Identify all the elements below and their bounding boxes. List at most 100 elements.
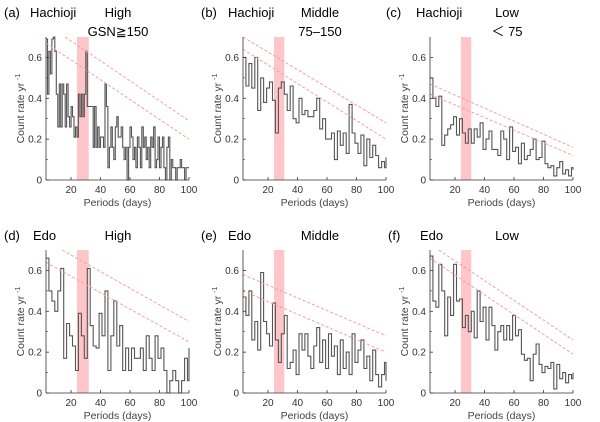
panel-a-ytick-label: 0 bbox=[36, 176, 42, 187]
panel-e-ytick-label: 0.4 bbox=[225, 307, 239, 318]
panel-e-panel-label: (e) bbox=[201, 228, 217, 243]
panel-d-ytick-label: 0 bbox=[36, 389, 42, 400]
panel-c-xlabel: Periods (days) bbox=[468, 197, 536, 209]
panel-e-series-line bbox=[243, 271, 387, 388]
panel-d-sig-line-lower bbox=[45, 261, 190, 343]
panel-c-xtick-label: 60 bbox=[508, 185, 520, 196]
panel-f-title: Low bbox=[495, 228, 519, 243]
panel-a-xtick-label: 60 bbox=[124, 185, 136, 196]
panel-e-sig-line-upper bbox=[242, 274, 387, 337]
panel-c-sig-line-upper bbox=[429, 83, 574, 148]
panel-f-ytick-label: 0.2 bbox=[412, 348, 426, 359]
panel-f-xlabel: Periods (days) bbox=[468, 410, 536, 422]
panel-a-title: High bbox=[105, 5, 132, 20]
panel-d-ytick-label: 0.4 bbox=[28, 307, 42, 318]
panel-e-xlabel: Periods (days) bbox=[281, 410, 349, 422]
panel-c-ytick-label: 0.4 bbox=[412, 94, 426, 105]
panel-b-ytick-label: 0.4 bbox=[225, 94, 239, 105]
panel-d-ytick-label: 0.6 bbox=[28, 266, 42, 277]
panel-d-xtick-label: 40 bbox=[95, 398, 107, 409]
panel-b-xtick-label: 20 bbox=[262, 185, 274, 196]
panel-b-xtick-label: 40 bbox=[292, 185, 304, 196]
panel-d-xtick-label: 100 bbox=[181, 398, 198, 409]
panel-a-panel-label: (a) bbox=[4, 5, 20, 20]
panel-e-ytick-label: 0.2 bbox=[225, 348, 239, 359]
panel-f-xtick-label: 80 bbox=[538, 398, 550, 409]
panel-f-ytick-label: 0.6 bbox=[412, 266, 426, 277]
panel-b-series-line bbox=[243, 56, 387, 169]
panel-f-xtick-label: 20 bbox=[449, 398, 461, 409]
panel-c-sig-line-lower bbox=[429, 93, 574, 156]
panel-b-ylabel: Count rate yr -1 bbox=[212, 73, 224, 143]
panel-a-xtick-label: 80 bbox=[154, 185, 166, 196]
panel-c-xtick-label: 100 bbox=[565, 185, 582, 196]
panel-c-xtick-label: 20 bbox=[449, 185, 461, 196]
panel-f-xtick-label: 60 bbox=[508, 398, 520, 409]
panel-f-xtick-label: 100 bbox=[565, 398, 582, 409]
panel-d-xtick-label: 20 bbox=[65, 398, 77, 409]
panel-c-site-label: Hachioji bbox=[416, 5, 462, 20]
panel-a-xtick-label: 20 bbox=[65, 185, 77, 196]
panel-d-xlabel: Periods (days) bbox=[84, 410, 152, 422]
panel-b-ytick-label: 0.2 bbox=[225, 135, 239, 146]
panel-d-xtick-label: 80 bbox=[154, 398, 166, 409]
panel-a-ytick-label: 0.4 bbox=[28, 94, 42, 105]
panel-a-ytick-label: 0.6 bbox=[28, 53, 42, 64]
panel-e-xtick-label: 20 bbox=[262, 398, 274, 409]
panel-d-ylabel: Count rate yr -1 bbox=[15, 286, 27, 356]
panel-b-sig-line-upper bbox=[242, 36, 387, 124]
panel-c-panel-label: (c) bbox=[386, 5, 401, 20]
panel-c-ylabel: Count rate yr -1 bbox=[399, 73, 411, 143]
panel-f-ylabel: Count rate yr -1 bbox=[399, 286, 411, 356]
panel-f-ytick-label: 0 bbox=[420, 389, 426, 400]
panel-a-subtitle: GSN≧150 bbox=[88, 24, 149, 39]
panel-b-highlight-band bbox=[273, 37, 285, 180]
panel-d-ytick-label: 0.2 bbox=[28, 348, 42, 359]
panel-b-title: Middle bbox=[301, 5, 339, 20]
panel-e-xtick-label: 80 bbox=[351, 398, 363, 409]
panel-e-title: Middle bbox=[301, 228, 339, 243]
panel-d-sig-line-upper bbox=[61, 249, 190, 322]
panel-d-xtick-label: 60 bbox=[124, 398, 136, 409]
panel-c-xtick-label: 80 bbox=[538, 185, 550, 196]
panel-e-xtick-label: 100 bbox=[378, 398, 395, 409]
panel-b-xtick-label: 60 bbox=[321, 185, 333, 196]
panel-a-xtick-label: 40 bbox=[95, 185, 107, 196]
panel-d-title: High bbox=[105, 228, 132, 243]
panel-b-xlabel: Periods (days) bbox=[281, 197, 349, 209]
panel-f-highlight-band bbox=[460, 250, 472, 393]
panel-e-ylabel: Count rate yr -1 bbox=[212, 286, 224, 356]
panel-d-site-label: Edo bbox=[33, 228, 56, 243]
panel-d-highlight-band bbox=[76, 250, 89, 393]
panel-b-ytick-label: 0 bbox=[233, 176, 239, 187]
panel-e-ytick-label: 0.6 bbox=[225, 266, 239, 277]
panel-f-series-line bbox=[430, 255, 574, 390]
panel-b-sig-line-lower bbox=[242, 48, 387, 140]
panel-a-site-label: Hachioji bbox=[30, 5, 76, 20]
panel-f-sig-line-lower bbox=[429, 257, 574, 355]
panel-b-xtick-label: 80 bbox=[351, 185, 363, 196]
panel-f-ytick-label: 0.4 bbox=[412, 307, 426, 318]
panel-b-panel-label: (b) bbox=[201, 5, 217, 20]
panel-c-xtick-label: 40 bbox=[479, 185, 491, 196]
panel-e-ytick-label: 0 bbox=[233, 389, 239, 400]
panel-a-ylabel: Count rate yr -1 bbox=[15, 73, 27, 143]
panel-d-series-line bbox=[46, 257, 190, 394]
panel-c-ytick-label: 0 bbox=[420, 176, 426, 187]
panel-e-xtick-label: 40 bbox=[292, 398, 304, 409]
panel-e-xtick-label: 60 bbox=[321, 398, 333, 409]
panel-d-panel-label: (d) bbox=[4, 228, 20, 243]
panel-f-xtick-label: 40 bbox=[479, 398, 491, 409]
panel-a-ytick-label: 0.2 bbox=[28, 135, 42, 146]
panel-c-ytick-label: 0.2 bbox=[412, 135, 426, 146]
panel-f-site-label: Edo bbox=[420, 228, 443, 243]
panel-a-xtick-label: 100 bbox=[181, 185, 198, 196]
panel-e-highlight-band bbox=[273, 250, 285, 393]
panel-b-xtick-label: 100 bbox=[378, 185, 395, 196]
panel-f-sig-line-upper bbox=[438, 249, 574, 341]
panel-a-xlabel: Periods (days) bbox=[84, 197, 152, 209]
panel-b-subtitle: 75–150 bbox=[298, 24, 341, 39]
panel-f-panel-label: (f) bbox=[388, 228, 400, 243]
panel-c-highlight-band bbox=[460, 37, 472, 180]
